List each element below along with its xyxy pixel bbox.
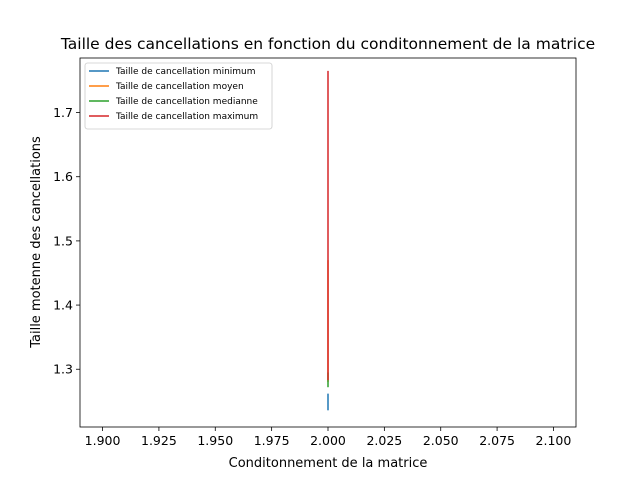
y-tick-label: 1.7 xyxy=(53,105,73,120)
x-axis-ticks: 1.900 1.925 1.950 1.975 2.000 2.025 2.050 2.075… xyxy=(85,427,572,448)
y-tick-label: 1.4 xyxy=(53,298,73,313)
legend-entry-label: Taille de cancellation maximum xyxy=(115,112,258,122)
x-tick-label: 2.025 xyxy=(366,433,402,448)
x-tick-label: 2.075 xyxy=(479,433,515,448)
legend-entry-label: Taille de cancellation moyen xyxy=(115,82,244,92)
x-tick-label: 2.000 xyxy=(310,433,346,448)
y-tick-label: 1.3 xyxy=(53,362,73,377)
plot-area-frame xyxy=(79,57,577,428)
y-tick-label: 1.5 xyxy=(53,233,73,248)
x-tick-label: 2.050 xyxy=(423,433,459,448)
chart-title: Taille des cancellations en fonction du … xyxy=(60,35,595,53)
x-tick-label: 2.100 xyxy=(536,433,572,448)
legend-entry-label: Taille de cancellation minimum xyxy=(115,67,256,77)
legend-entry-label: Taille de cancellation medianne xyxy=(115,97,258,107)
x-tick-label: 1.900 xyxy=(85,433,121,448)
legend: Taille de cancellation minimum Taille de … xyxy=(84,62,273,130)
x-tick-label: 1.925 xyxy=(141,433,177,448)
x-tick-label: 1.975 xyxy=(254,433,290,448)
x-tick-label: 1.950 xyxy=(197,433,233,448)
y-tick-label: 1.6 xyxy=(53,169,73,184)
y-axis-label: Taille motenne des cancellations xyxy=(29,136,44,349)
y-axis-ticks: 1.3 1.4 1.5 1.6 1.7 xyxy=(53,105,80,377)
x-axis-label: Conditonnement de la matrice xyxy=(229,456,428,471)
legend-frame xyxy=(84,62,273,130)
